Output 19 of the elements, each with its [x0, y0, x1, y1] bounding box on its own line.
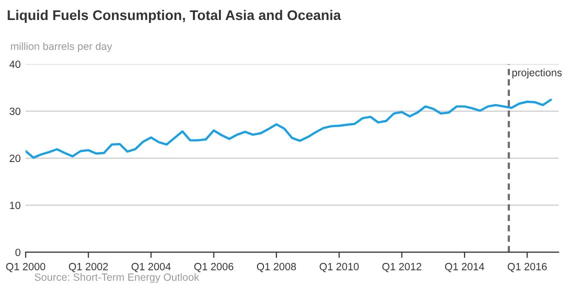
line-series [26, 98, 552, 159]
x-tick-label: Q1 2000 [6, 262, 46, 272]
x-tick-label: Q1 2012 [382, 262, 422, 272]
y-tick-label: 40 [9, 60, 20, 68]
y-axis-title: million barrels per day [10, 42, 112, 52]
x-tick-label: Q1 2016 [508, 262, 547, 272]
y-tick-label: 0 [15, 248, 20, 256]
source-note: Source: Short-Term Energy Outlook [34, 273, 200, 283]
y-tick-label: 30 [10, 108, 20, 116]
x-tick-label: Q1 2006 [194, 262, 234, 272]
y-tick-label: 20 [10, 154, 20, 162]
ref-line-label: projections [512, 68, 562, 78]
x-tick-label: Q1 2002 [68, 262, 108, 272]
x-tick-label: Q1 2008 [256, 262, 296, 272]
x-tick-label: Q1 2010 [320, 262, 359, 272]
x-tick-label: Q1 2014 [445, 262, 484, 272]
chart-title: Liquid Fuels Consumption, Total Asia and Oceania [8, 10, 342, 23]
y-tick-label: 10 [10, 202, 20, 210]
x-tick-label: Q1 2004 [132, 262, 171, 272]
